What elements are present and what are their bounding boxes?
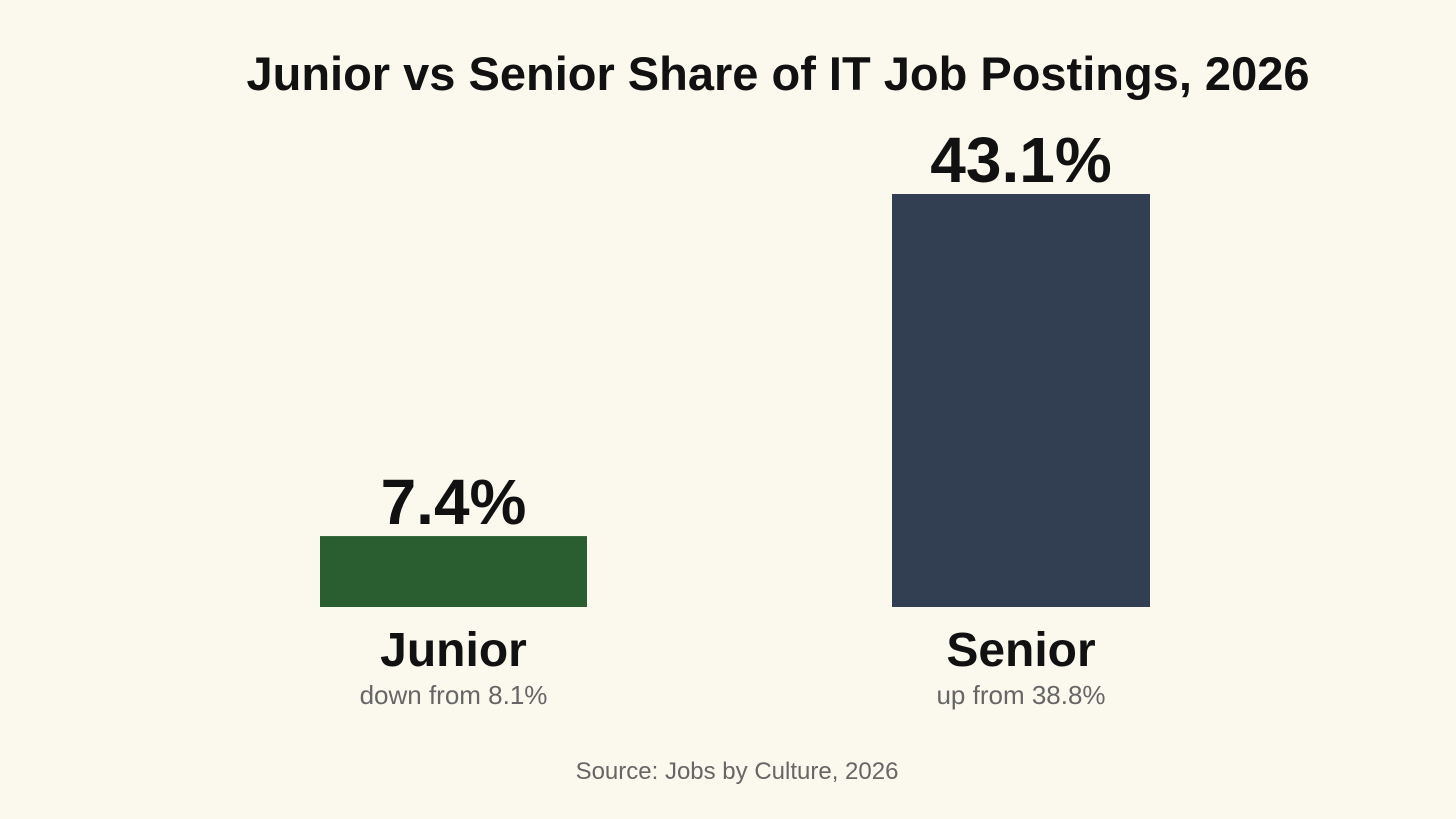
category-label: Senior bbox=[946, 624, 1095, 677]
change-note: down from 8.1% bbox=[360, 680, 548, 710]
value-label: 43.1% bbox=[930, 124, 1111, 196]
change-note: up from 38.8% bbox=[936, 680, 1105, 710]
value-label: 7.4% bbox=[381, 466, 527, 538]
source: Source: Jobs by Culture, 2026 bbox=[576, 758, 899, 785]
bar bbox=[892, 194, 1150, 607]
bar bbox=[320, 536, 587, 607]
category-label: Junior bbox=[380, 624, 527, 677]
chart-title: Junior vs Senior Share of IT Job Posting… bbox=[246, 47, 1309, 100]
